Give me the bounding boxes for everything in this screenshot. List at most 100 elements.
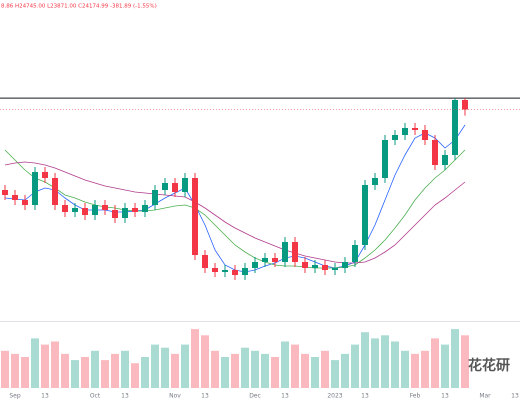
candle-body: [412, 128, 418, 130]
candle-body: [192, 178, 198, 255]
candle-body: [172, 183, 178, 192]
volume-bar: [171, 353, 179, 388]
volume-bar: [301, 353, 309, 388]
candle-body: [92, 205, 98, 215]
volume-bar: [121, 350, 129, 388]
volume-bar: [391, 341, 399, 388]
volume-bar: [181, 344, 189, 388]
volume-bar: [91, 350, 99, 388]
ohlc-header: 8.86 H24745.00 L23871.00 C24174.99 -381.…: [1, 4, 157, 10]
candle-body: [392, 135, 398, 140]
candle-body: [162, 183, 168, 190]
volume-bar: [381, 335, 389, 388]
volume-bar: [261, 353, 269, 388]
candle-body: [402, 128, 408, 135]
x-tick-label: Nov: [169, 393, 181, 400]
candle-body: [142, 205, 148, 212]
volume-bar: [441, 344, 449, 388]
volume-bar: [201, 335, 209, 388]
volume-bar: [111, 353, 119, 388]
volume-bar: [241, 347, 249, 388]
volume-bar: [51, 341, 59, 388]
volume-bar: [351, 344, 359, 388]
moving-average: [4, 161, 466, 264]
volume-bar: [371, 338, 379, 388]
volume-bar: [191, 329, 199, 388]
candle-body: [112, 210, 118, 218]
volume-bar: [41, 344, 49, 388]
candle-body: [102, 205, 108, 210]
x-tick-label: 13: [281, 393, 289, 400]
candle-body: [282, 242, 288, 262]
x-tick-label: Sep: [9, 393, 21, 400]
volume-bar: [21, 357, 29, 388]
candle-body: [222, 270, 228, 272]
candle-body: [322, 265, 328, 270]
x-tick-label: 13: [441, 393, 449, 400]
candle-body: [292, 242, 298, 262]
volume-bar: [101, 360, 109, 388]
volume-bar: [141, 357, 149, 388]
volume-bar: [421, 350, 429, 388]
candle-body: [352, 245, 358, 262]
candle-body: [252, 262, 258, 268]
volume-bar: [331, 360, 339, 388]
candle-body: [302, 262, 308, 268]
x-tick-label: Dec: [249, 393, 261, 400]
volume-bar: [321, 350, 329, 388]
x-tick-label: Oct: [90, 393, 101, 400]
candle-body: [422, 130, 428, 140]
volume-bar: [271, 357, 279, 388]
candle-body: [362, 185, 368, 245]
candle-body: [442, 155, 448, 165]
volume-bar: [61, 353, 69, 388]
candle-body: [152, 190, 158, 205]
x-tick-label: 13: [361, 393, 369, 400]
x-tick-label: 13: [511, 393, 519, 400]
volume-bar: [341, 353, 349, 388]
volume-bar: [211, 350, 219, 388]
volume-bar: [431, 338, 439, 388]
volume-bar: [251, 350, 259, 388]
x-tick-label: 13: [201, 393, 209, 400]
volume-bar: [461, 335, 469, 388]
candle-body: [42, 172, 48, 178]
x-tick-label: 13: [41, 393, 49, 400]
candle-body: [382, 140, 388, 178]
volume-bar: [71, 360, 79, 388]
candle-body: [132, 208, 138, 212]
candle-body: [312, 265, 318, 268]
moving-average: [4, 149, 466, 269]
x-tick-label: 2023: [327, 393, 342, 400]
candle-body: [212, 268, 218, 272]
candle-body: [272, 258, 278, 262]
candle-body: [242, 268, 248, 275]
volume-bar: [291, 344, 299, 388]
volume-bar: [361, 332, 369, 388]
volume-bar: [11, 353, 19, 388]
candle-body: [262, 258, 268, 262]
candle-body: [342, 262, 348, 268]
volume-bar: [81, 357, 89, 388]
x-tick-label: Mar: [479, 393, 491, 400]
volume-bar: [1, 350, 9, 388]
candle-body: [462, 100, 468, 110]
candle-body: [82, 208, 88, 215]
volume-bar: [161, 347, 169, 388]
candle-body: [122, 208, 128, 218]
candle-body: [2, 190, 8, 195]
volume-bar: [231, 353, 239, 388]
volume-bar: [31, 338, 39, 388]
volume-bar: [311, 357, 319, 388]
candle-body: [12, 195, 18, 200]
volume-bar: [281, 341, 289, 388]
candle-body: [232, 270, 238, 275]
candle-body: [202, 255, 208, 268]
candle-body: [22, 200, 28, 205]
x-tick-label: Feb: [410, 393, 421, 400]
candle-body: [372, 178, 378, 185]
candle-body: [72, 208, 78, 212]
volume-bar: [411, 353, 419, 388]
